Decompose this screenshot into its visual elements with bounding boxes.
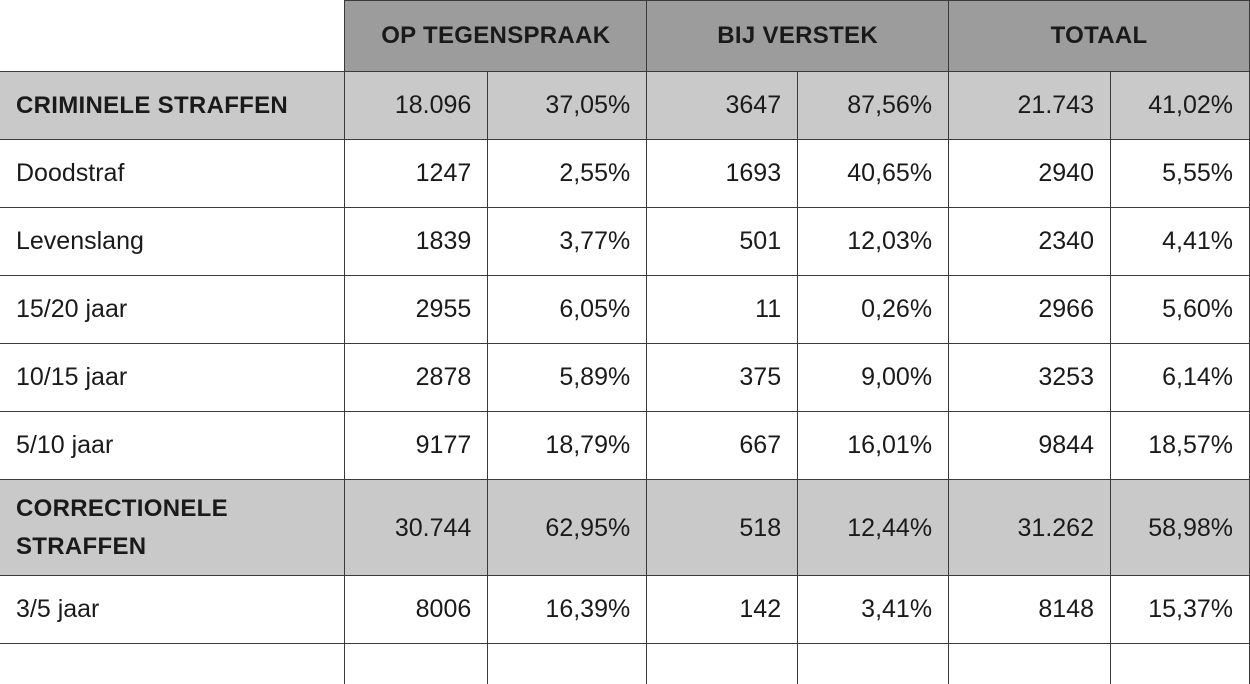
cell-tegenspraak-percent: 2,55% [488, 140, 647, 208]
section-row-correctionele-straffen: CORRECTIONELE STRAFFEN 30.744 62,95% 518… [0, 480, 1250, 576]
cell-verstek-percent: 16,01% [798, 412, 949, 480]
cell-tegenspraak-count: 1247 [345, 140, 488, 208]
cell-verstek-count: 518 [647, 480, 798, 576]
empty-cell [798, 644, 949, 684]
cell-tegenspraak-count: 8006 [345, 576, 488, 644]
empty-cell [647, 644, 798, 684]
table-row: 5/10 jaar 9177 18,79% 667 16,01% 9844 18… [0, 412, 1250, 480]
cell-tegenspraak-percent: 5,89% [488, 344, 647, 412]
empty-cell [345, 644, 488, 684]
header-op-tegenspraak: OP TEGENSPRAAK [345, 1, 647, 72]
cell-totaal-percent: 5,55% [1110, 140, 1249, 208]
table-row: 10/15 jaar 2878 5,89% 375 9,00% 3253 6,1… [0, 344, 1250, 412]
cell-totaal-percent: 6,14% [1110, 344, 1249, 412]
cell-totaal-count: 8148 [949, 576, 1111, 644]
cell-totaal-count: 3253 [949, 344, 1111, 412]
cell-tegenspraak-count: 18.096 [345, 72, 488, 140]
cell-tegenspraak-count: 9177 [345, 412, 488, 480]
cell-verstek-percent: 9,00% [798, 344, 949, 412]
header-row: OP TEGENSPRAAK BIJ VERSTEK TOTAAL [0, 1, 1250, 72]
cell-tegenspraak-percent: 6,05% [488, 276, 647, 344]
cell-totaal-count: 2966 [949, 276, 1111, 344]
cell-verstek-count: 11 [647, 276, 798, 344]
cell-verstek-count: 142 [647, 576, 798, 644]
table-row: Doodstraf 1247 2,55% 1693 40,65% 2940 5,… [0, 140, 1250, 208]
empty-cell [0, 644, 345, 684]
table-row: 15/20 jaar 2955 6,05% 11 0,26% 2966 5,60… [0, 276, 1250, 344]
table-row: Levenslang 1839 3,77% 501 12,03% 2340 4,… [0, 208, 1250, 276]
cell-tegenspraak-count: 30.744 [345, 480, 488, 576]
cell-tegenspraak-percent: 62,95% [488, 480, 647, 576]
cell-totaal-count: 21.743 [949, 72, 1111, 140]
cell-verstek-percent: 12,44% [798, 480, 949, 576]
cell-verstek-percent: 87,56% [798, 72, 949, 140]
cell-tegenspraak-percent: 3,77% [488, 208, 647, 276]
cell-tegenspraak-count: 2955 [345, 276, 488, 344]
table-row: 3/5 jaar 8006 16,39% 142 3,41% 8148 15,3… [0, 576, 1250, 644]
cell-totaal-percent: 41,02% [1110, 72, 1249, 140]
header-blank-cell [0, 1, 345, 72]
cell-verstek-count: 375 [647, 344, 798, 412]
cell-totaal-count: 2940 [949, 140, 1111, 208]
cell-totaal-percent: 58,98% [1110, 480, 1249, 576]
empty-cell [949, 644, 1111, 684]
cell-tegenspraak-percent: 18,79% [488, 412, 647, 480]
cell-tegenspraak-count: 2878 [345, 344, 488, 412]
cell-verstek-percent: 40,65% [798, 140, 949, 208]
row-label: Levenslang [0, 208, 345, 276]
cell-totaal-percent: 5,60% [1110, 276, 1249, 344]
row-label: 10/15 jaar [0, 344, 345, 412]
row-label: Doodstraf [0, 140, 345, 208]
row-label: 15/20 jaar [0, 276, 345, 344]
section-row-criminele-straffen: CRIMINELE STRAFFEN 18.096 37,05% 3647 87… [0, 72, 1250, 140]
row-label: CRIMINELE STRAFFEN [0, 72, 345, 140]
table-row-cut-off [0, 644, 1250, 684]
cell-totaal-percent: 4,41% [1110, 208, 1249, 276]
row-label: 3/5 jaar [0, 576, 345, 644]
cell-totaal-count: 9844 [949, 412, 1111, 480]
cell-verstek-count: 3647 [647, 72, 798, 140]
cell-totaal-percent: 15,37% [1110, 576, 1249, 644]
empty-cell [488, 644, 647, 684]
cell-tegenspraak-percent: 16,39% [488, 576, 647, 644]
empty-cell [1110, 644, 1249, 684]
cell-totaal-count: 2340 [949, 208, 1111, 276]
cell-verstek-percent: 12,03% [798, 208, 949, 276]
row-label: CORRECTIONELE STRAFFEN [0, 480, 345, 576]
header-bij-verstek: BIJ VERSTEK [647, 1, 949, 72]
cell-verstek-count: 667 [647, 412, 798, 480]
cell-tegenspraak-percent: 37,05% [488, 72, 647, 140]
cell-tegenspraak-count: 1839 [345, 208, 488, 276]
cell-verstek-percent: 0,26% [798, 276, 949, 344]
cell-verstek-count: 501 [647, 208, 798, 276]
header-totaal: TOTAAL [949, 1, 1250, 72]
cell-totaal-percent: 18,57% [1110, 412, 1249, 480]
row-label: 5/10 jaar [0, 412, 345, 480]
cell-verstek-percent: 3,41% [798, 576, 949, 644]
cell-totaal-count: 31.262 [949, 480, 1111, 576]
cell-verstek-count: 1693 [647, 140, 798, 208]
